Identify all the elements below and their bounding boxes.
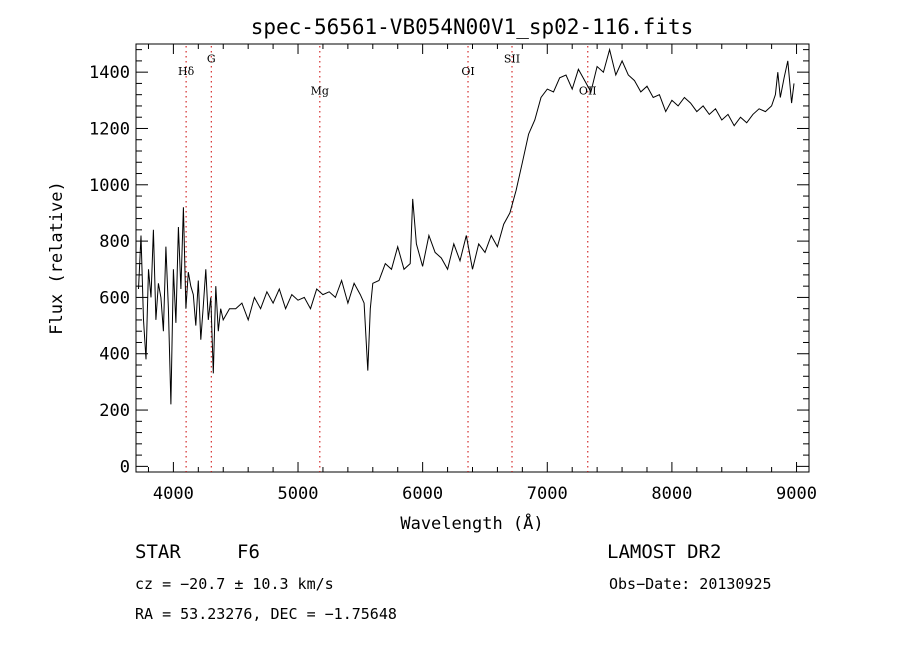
x-tick-label: 4000 bbox=[153, 484, 194, 504]
y-axis: 0 200 400 600 800 1000 1200 1400 bbox=[89, 49, 809, 477]
y-tick-label: 800 bbox=[99, 232, 130, 252]
object-type: STAR bbox=[135, 541, 181, 563]
spectrum-line bbox=[138, 47, 795, 405]
survey-name: LAMOST DR2 bbox=[607, 541, 722, 563]
x-tick-label: 6000 bbox=[402, 484, 443, 504]
line-marker-label: OI bbox=[461, 65, 474, 78]
line-marker-label: G bbox=[207, 52, 216, 65]
y-tick-label: 1000 bbox=[89, 176, 130, 196]
y-tick-label: 0 bbox=[120, 457, 130, 477]
y-tick-label: 1400 bbox=[89, 63, 130, 83]
spectrum-group bbox=[138, 47, 795, 405]
y-tick-label: 1200 bbox=[89, 119, 130, 139]
x-tick-label: 8000 bbox=[651, 484, 692, 504]
y-tick-label: 400 bbox=[99, 345, 130, 365]
line-marker-label: Mg bbox=[311, 85, 329, 98]
y-tick-label: 600 bbox=[99, 288, 130, 308]
x-axis: 4000 5000 6000 7000 8000 9000 bbox=[147, 44, 817, 504]
plot-frame bbox=[135, 43, 810, 473]
y-tick-label: 200 bbox=[99, 401, 130, 421]
coordinates: RA = 53.23276, DEC = −1.75648 bbox=[135, 605, 397, 623]
x-tick-label: 7000 bbox=[527, 484, 568, 504]
spectral-subclass: F6 bbox=[237, 541, 260, 563]
x-tick-label: 9000 bbox=[776, 484, 817, 504]
y-axis-label: Flux (relative) bbox=[47, 181, 67, 335]
x-axis-label: Wavelength (Å) bbox=[400, 512, 543, 534]
x-tick-label: 5000 bbox=[278, 484, 319, 504]
line-marker-label: Hδ bbox=[178, 65, 195, 78]
line-marker-label: SII bbox=[504, 52, 520, 65]
redshift-cz: cz = −20.7 ± 10.3 km/s bbox=[135, 575, 334, 593]
observation-date: Obs−Date: 20130925 bbox=[609, 575, 772, 593]
chart-title: spec-56561-VB054N00V1_sp02-116.fits bbox=[251, 15, 694, 39]
